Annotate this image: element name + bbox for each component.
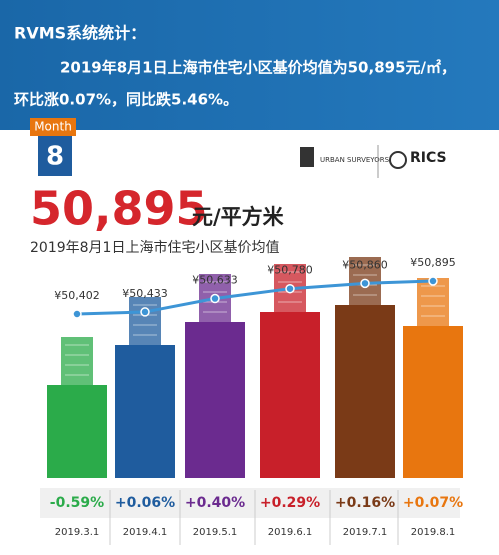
logo-icon [389, 151, 407, 169]
value-label: ¥50,860 [342, 258, 388, 271]
point [140, 307, 150, 317]
bar [47, 385, 107, 478]
badge-number: 8 [46, 142, 64, 172]
value-label: ¥50,433 [122, 287, 168, 300]
change-label: +0.16% [335, 495, 395, 511]
header-line: 环比涨0.07%，同比跌5.46%。 [14, 91, 238, 109]
value-label: ¥50,895 [410, 256, 456, 269]
bar [115, 345, 175, 478]
point [72, 309, 82, 319]
x-tick-label: 2019.3.1 [55, 527, 100, 538]
header-line: 2019年8月1日上海市住宅小区基价均值为50,895元/㎡， [60, 59, 456, 77]
x-tick-label: 2019.8.1 [411, 527, 456, 538]
headline-unit: 元/平方米 [192, 205, 285, 229]
headline-value: 50,895 [30, 182, 208, 236]
x-tick-label: 2019.6.1 [268, 527, 313, 538]
point [285, 283, 295, 294]
change-label: +0.40% [185, 495, 245, 511]
building [61, 337, 93, 385]
badge-box [38, 136, 72, 176]
x-tick-label: 2019.7.1 [343, 527, 388, 538]
change-label: +0.29% [260, 495, 320, 511]
change-label: +0.06% [115, 495, 175, 511]
x-tick-label: 2019.4.1 [123, 527, 168, 538]
logo-text: URBAN SURVEYORS [320, 156, 390, 164]
badge-tab [30, 118, 76, 136]
value-label: ¥50,780 [267, 264, 313, 277]
line [76, 279, 434, 316]
point [428, 276, 438, 286]
logo-icon [300, 147, 314, 167]
building [129, 297, 161, 345]
x-tick-label: 2019.5.1 [193, 527, 238, 538]
logo-text: RICS [410, 150, 447, 166]
badge-label: Month [34, 120, 72, 134]
header-bg [0, 0, 499, 130]
change-label: +0.07% [403, 495, 463, 511]
point [360, 278, 370, 289]
bar [260, 312, 320, 478]
bar [335, 305, 395, 478]
bar [185, 322, 245, 478]
change-label: -0.59% [50, 495, 104, 511]
point [210, 293, 220, 304]
header-title: RVMS系统统计： [14, 24, 146, 43]
bar [403, 326, 463, 478]
value-label: ¥50,633 [192, 274, 238, 287]
chart-title: 2019年8月1日上海市住宅小区基价均值 [30, 239, 279, 256]
value-label: ¥50,402 [54, 289, 100, 302]
